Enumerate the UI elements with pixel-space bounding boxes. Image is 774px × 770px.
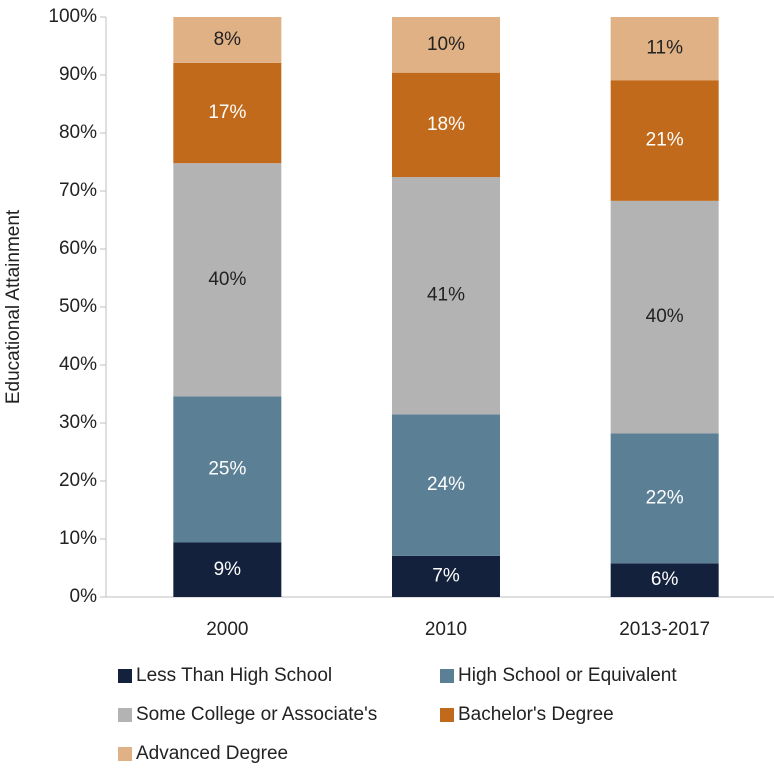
data-label: 7%	[432, 565, 460, 586]
y-tick-label: 0%	[70, 586, 98, 607]
x-tick-label: 2010	[425, 619, 467, 640]
data-label: 40%	[208, 269, 246, 290]
bar-segment	[610, 433, 719, 564]
legend-label: High School or Equivalent	[458, 665, 677, 686]
bar-segment	[173, 17, 282, 63]
data-label: 41%	[427, 285, 465, 306]
data-label: 24%	[427, 474, 465, 495]
legend-swatch	[118, 708, 132, 722]
legend-swatch	[440, 708, 454, 722]
y-tick-label: 30%	[59, 412, 97, 433]
legend-label: Advanced Degree	[136, 743, 288, 764]
legend-label: Bachelor's Degree	[458, 704, 614, 725]
bar-segment	[173, 542, 282, 597]
legend-swatch	[118, 669, 132, 683]
bar-segment	[610, 17, 719, 81]
data-label: 22%	[646, 487, 684, 508]
bar-segment	[173, 396, 282, 543]
bar-segment	[392, 555, 500, 597]
bar-segment	[392, 414, 500, 556]
y-tick-label: 20%	[59, 470, 97, 491]
bar-segment	[610, 80, 719, 201]
bar-segment	[610, 563, 719, 597]
x-tick-label: 2000	[206, 619, 248, 640]
y-tick-label: 100%	[48, 6, 97, 27]
bar-segment	[610, 200, 719, 434]
data-label: 10%	[427, 34, 465, 55]
legend-label: Less Than High School	[136, 665, 332, 686]
legend-swatch	[118, 747, 132, 761]
y-tick-label: 80%	[59, 122, 97, 143]
y-axis-title: Educational Attainment	[3, 209, 24, 404]
y-tick-label: 70%	[59, 180, 97, 201]
data-label: 11%	[646, 38, 683, 59]
data-label: 25%	[208, 458, 246, 479]
data-label: 9%	[214, 559, 242, 580]
legend-swatch	[440, 669, 454, 683]
bar-segment	[392, 17, 500, 73]
y-tick-label: 90%	[59, 64, 97, 85]
x-tick-label: 2013-2017	[619, 619, 710, 640]
y-tick-label: 50%	[59, 296, 97, 317]
data-label: 6%	[651, 569, 679, 590]
data-label: 18%	[427, 114, 465, 135]
legend-label: Some College or Associate's	[136, 704, 377, 725]
data-label: 17%	[208, 102, 246, 123]
data-label: 21%	[646, 130, 684, 151]
y-tick-label: 10%	[59, 528, 97, 549]
bar-segment	[392, 177, 500, 415]
data-label: 40%	[646, 306, 684, 327]
y-tick-label: 60%	[59, 238, 97, 259]
bar-segment	[173, 62, 282, 164]
bar-segment	[173, 163, 282, 397]
data-label: 8%	[214, 29, 242, 50]
bar-segment	[392, 72, 500, 178]
y-tick-label: 40%	[59, 354, 97, 375]
